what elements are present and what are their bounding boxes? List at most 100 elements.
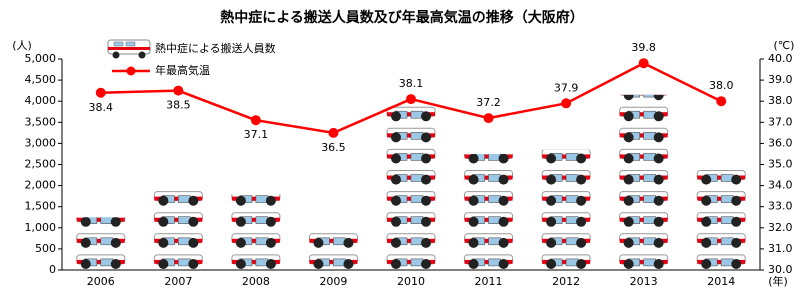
legend-label: 熱中症による搬送人員数 [155,41,276,55]
icon-wheel [469,175,479,185]
icon-wheel [624,154,634,164]
icon-wheel [266,217,276,227]
data-label: 37.1 [244,128,269,141]
icon-wheel [654,90,664,100]
icon-wheel [654,175,664,185]
y-tick-label: 500 [35,242,56,255]
x-tick-label: 2013 [630,275,658,288]
line-marker [173,86,183,96]
y-tick-label: 5,000 [25,52,57,65]
icon-wheel [624,196,634,206]
icon-wheel [111,217,121,227]
data-label: 36.5 [321,141,346,154]
x-tick-label: 2008 [242,275,270,288]
data-label: 38.0 [709,79,734,92]
icon-wheel [391,154,401,164]
pictogram-bar [697,171,745,270]
x-tick-label: 2014 [707,275,735,288]
y2-tick-label: 34.0 [768,179,793,192]
icon-wheel [576,238,586,248]
y-tick-label: 2,500 [25,158,57,171]
icon-wheel [266,196,276,206]
icon-wheel [158,259,168,269]
icon-wheel [701,217,711,227]
icon-wheel [158,196,168,206]
legend-label: 年最高気温 [155,63,210,77]
x-tick-label: 2010 [397,275,425,288]
icon-wheel [654,111,664,121]
legend-marker [127,67,136,76]
icon-wheel [654,154,664,164]
y-tick-label: 1,500 [25,200,57,213]
x-tick-label: 2009 [319,275,347,288]
y-tick-label: 4,000 [25,94,57,107]
icon-wheel [654,238,664,248]
y2-tick-label: 31.0 [768,242,793,255]
icon-wheel [731,196,741,206]
icon-wheel [546,196,556,206]
icon-wheel [731,238,741,248]
icon-wheel [469,259,479,269]
data-label: 38.1 [399,77,424,90]
icon-wheel [391,238,401,248]
icon-wheel [654,132,664,142]
icon-wheel [499,196,509,206]
y-tick-label: 2,000 [25,179,57,192]
line-marker [484,113,494,123]
line-marker [716,96,726,106]
icon-wheel [499,154,509,164]
icon-wheel [701,259,711,269]
icon-wheel [576,259,586,269]
icon-wheel [188,196,198,206]
icon-wheel [236,217,246,227]
pictogram-bar [620,86,668,269]
icon-wheel [236,238,246,248]
icon-wheel [731,217,741,227]
icon-wheel [469,196,479,206]
data-label: 37.9 [554,81,579,94]
pictogram-bar [542,149,590,269]
x-unit: (年) [768,274,788,288]
icon-wheel [576,217,586,227]
x-tick-label: 2011 [475,275,503,288]
icon-wheel [546,175,556,185]
y2-tick-label: 37.0 [768,115,793,128]
icon-wheel [188,259,198,269]
icon-wheel [81,259,91,269]
icon-wheel [391,111,401,121]
y-unit: (人) [12,39,32,52]
icon-stripe [620,91,668,95]
icon-wheel [343,238,353,248]
y-tick-label: 3,000 [25,136,57,149]
icon-wheel [576,196,586,206]
y2-tick-label: 36.0 [768,136,793,149]
icon-wheel [158,217,168,227]
pictogram-bar [309,234,357,269]
icon-wheel [421,217,431,227]
legend-bar-icon [108,40,150,59]
icon-wheel [499,175,509,185]
icon-wheel [266,238,276,248]
y-tick-label: 3,500 [25,115,57,128]
icon-body [620,86,668,95]
y2-tick-label: 38.0 [768,94,793,107]
pictogram-bar [387,107,435,269]
line-marker [96,88,106,98]
icon-wheel [81,217,91,227]
icon-wheel [111,238,121,248]
data-label: 38.4 [89,101,114,114]
icon-wheel [624,175,634,185]
icon-wheel [701,175,711,185]
y2-tick-label: 39.0 [768,73,793,86]
line-marker [561,98,571,108]
icon-wheel [421,154,431,164]
data-label: 39.8 [631,41,656,54]
pictogram-bar [154,192,202,269]
icon-wheel [391,196,401,206]
data-label: 37.2 [476,96,501,109]
icon-wheel [654,196,664,206]
icon-wheel [391,132,401,142]
icon-wheel [546,238,556,248]
x-tick-label: 2006 [87,275,115,288]
pictogram-bar [77,213,125,269]
